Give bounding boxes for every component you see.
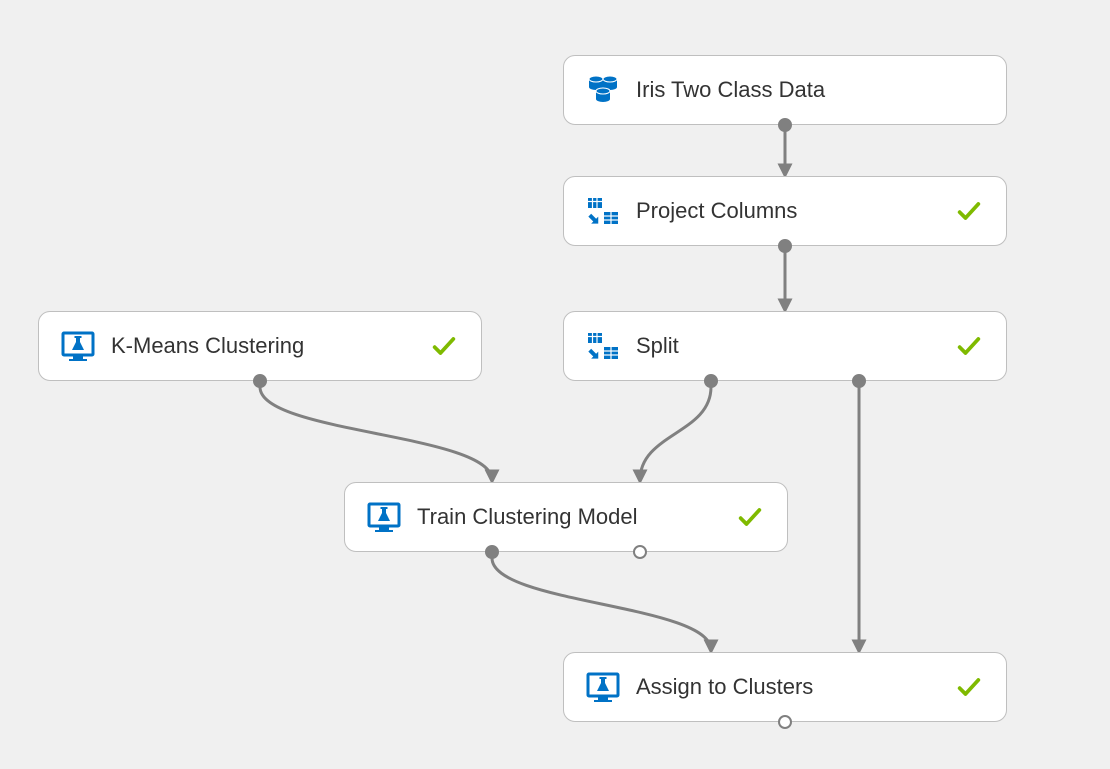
node-label: Split <box>636 333 942 359</box>
check-icon <box>429 331 459 361</box>
node-iris[interactable]: Iris Two Class Data <box>563 55 1007 125</box>
edge <box>640 387 711 480</box>
node-train[interactable]: Train Clustering Model <box>344 482 788 552</box>
output-port[interactable] <box>778 239 792 253</box>
output-port[interactable] <box>253 374 267 388</box>
node-split[interactable]: Split <box>563 311 1007 381</box>
node-label: Project Columns <box>636 198 942 224</box>
edge <box>492 558 711 650</box>
node-label: Iris Two Class Data <box>636 77 984 103</box>
check-icon <box>954 672 984 702</box>
edge <box>260 387 492 480</box>
output-port[interactable] <box>778 118 792 132</box>
columns-icon <box>586 329 620 363</box>
dataset-icon <box>586 73 620 107</box>
train-icon <box>367 500 401 534</box>
node-label: Assign to Clusters <box>636 674 942 700</box>
output-port[interactable] <box>778 715 792 729</box>
node-project[interactable]: Project Columns <box>563 176 1007 246</box>
output-port[interactable] <box>633 545 647 559</box>
columns-icon <box>586 194 620 228</box>
check-icon <box>954 331 984 361</box>
output-port[interactable] <box>485 545 499 559</box>
check-icon <box>954 196 984 226</box>
experiment-canvas: Iris Two Class Data Project Columns <box>0 0 1110 769</box>
output-port[interactable] <box>852 374 866 388</box>
train-icon <box>586 670 620 704</box>
node-label: K-Means Clustering <box>111 333 417 359</box>
output-port[interactable] <box>704 374 718 388</box>
node-assign[interactable]: Assign to Clusters <box>563 652 1007 722</box>
train-icon <box>61 329 95 363</box>
node-label: Train Clustering Model <box>417 504 723 530</box>
check-icon <box>735 502 765 532</box>
node-kmeans[interactable]: K-Means Clustering <box>38 311 482 381</box>
